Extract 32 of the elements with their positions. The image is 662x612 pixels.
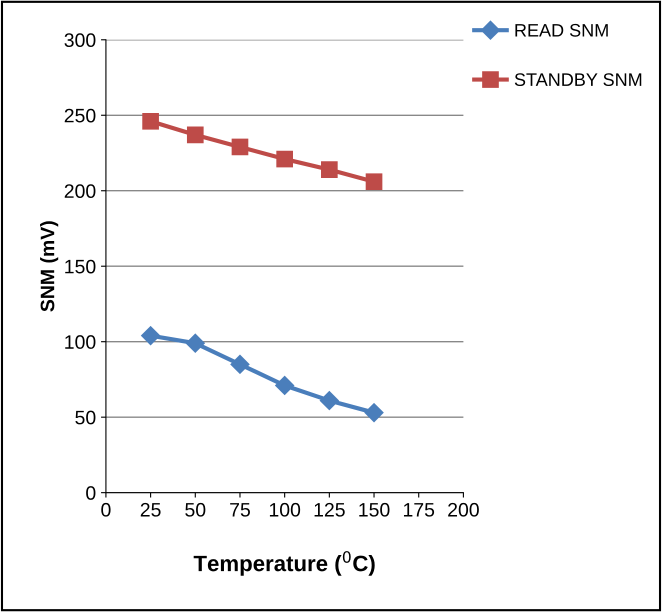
x-axis-title: Temperature ($^{0}$C) [194,551,375,576]
x-tick-label: 0 [101,502,111,517]
y-tick-label: 100 [65,335,96,349]
point [142,112,159,130]
point [141,326,160,346]
y-tick-label: 0 [86,486,96,500]
x-tick-label: 75 [230,503,250,517]
point [366,173,382,190]
x-tick-label: 25 [140,502,161,517]
legend-label: READ SNM [515,24,608,37]
x-tick-label: 150 [359,502,390,517]
point [232,138,248,156]
y-tick-label: 200 [64,184,96,198]
point [276,150,293,168]
point [320,391,339,410]
x-tick-label: 125 [314,502,345,517]
x-tick-label: 200 [448,502,479,517]
y-tick-label: 300 [64,33,96,48]
point [364,403,384,422]
point [230,354,250,374]
point [321,161,338,178]
y-tick-label: 150 [65,260,96,274]
y-tick-label: 250 [64,108,96,122]
legend-label: STANDBY SNM [514,73,642,86]
point [275,376,294,396]
y-axis-title: SNM (mV) [40,221,58,312]
point [186,334,205,353]
x-tick-label: 100 [270,502,300,517]
y-tick-label: 50 [75,410,96,424]
x-tick-label: 50 [185,502,206,517]
x-tick-label: 175 [404,503,434,517]
point [186,126,204,144]
